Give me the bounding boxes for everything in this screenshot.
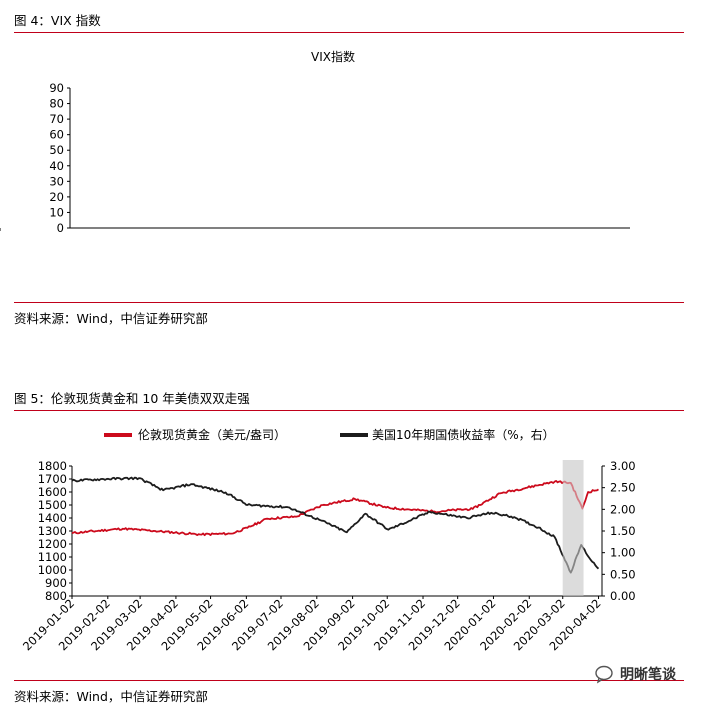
gold-right-tick-label: 2.00	[610, 502, 636, 516]
vix-y-tick-label: 0	[57, 221, 64, 235]
gold-left-tick-label: 1700	[38, 472, 67, 486]
wechat-bubble-icon	[595, 665, 613, 684]
gold-left-tick-label: 1000	[38, 563, 67, 577]
vix-axes	[0, 87, 630, 231]
gold-left-tick-label: 1800	[38, 459, 67, 473]
figure4-top-rule	[14, 32, 684, 33]
gold-right-y-tick-labels: 0.00 0.50 1.00 1.50 2.00 2.50 3.00	[610, 459, 636, 603]
shaded-region-overlay	[562, 460, 584, 596]
gold-right-tick-label: 0.00	[610, 589, 636, 603]
gold-right-tick-label: 2.50	[610, 481, 636, 495]
gold-right-tick-label: 3.00	[610, 459, 636, 473]
vix-y-tick-label: 90	[49, 81, 64, 95]
figure5-bottom-rule	[14, 680, 684, 681]
vix-chart-title: VIX指数	[311, 49, 355, 64]
vix-y-tick-label: 20	[49, 190, 64, 204]
gold-x-tick-labels: 2019-01-022019-02-022019-03-022019-04-02…	[20, 596, 604, 653]
gold-right-tick-label: 1.00	[610, 546, 636, 560]
gold-left-tick-label: 1600	[38, 485, 67, 499]
gold-axes	[69, 465, 605, 599]
vix-y-tick-label: 40	[49, 159, 64, 173]
watermark-text: 明晰笔谈	[620, 667, 676, 683]
gold-left-y-tick-labels: 8009001000110012001300140015001600170018…	[38, 459, 67, 603]
vix-y-tick-label: 80	[49, 97, 64, 111]
legend-gold-label: 伦敦现货黄金（美元/盎司）	[138, 427, 286, 442]
gold-treasury-chart: 伦敦现货黄金（美元/盎司） 美国10年期国债收益率（%，右） 8009001000…	[20, 427, 636, 653]
figure4-source: 资料来源：Wind，中信证券研究部	[14, 311, 208, 326]
gold-chart-legend: 伦敦现货黄金（美元/盎司） 美国10年期国债收益率（%，右）	[104, 427, 555, 442]
gold-left-tick-label: 1300	[38, 524, 67, 538]
figure5-label: 图 5：伦敦现货黄金和 10 年美债双双走强	[14, 391, 250, 406]
vix-y-tick-label: 30	[49, 174, 64, 188]
figure5-source: 资料来源：Wind，中信证券研究部	[14, 689, 208, 704]
gold-right-tick-label: 0.50	[610, 567, 636, 581]
gold-left-tick-label: 1500	[38, 498, 67, 512]
vix-y-tick-label: 10	[49, 205, 64, 219]
gold-left-tick-label: 1100	[38, 550, 67, 564]
legend-treasury-label: 美国10年期国债收益率（%，右）	[372, 427, 555, 442]
vix-y-tick-label: 50	[49, 143, 64, 157]
figure4-label: 图 4：VIX 指数	[14, 13, 101, 28]
figure5-top-rule	[14, 410, 684, 411]
watermark: 明晰笔谈	[594, 662, 676, 686]
gold-right-tick-label: 1.50	[610, 524, 636, 538]
vix-y-tick-label: 70	[49, 112, 64, 126]
figure4-bottom-rule	[14, 302, 684, 303]
gold-series-lines	[71, 460, 600, 596]
gold-left-tick-label: 1200	[38, 537, 67, 551]
gold-price-line	[71, 480, 599, 537]
vix-y-tick-label: 60	[49, 128, 64, 142]
gold-left-tick-label: 800	[45, 589, 67, 603]
treasury-yield-line	[71, 476, 600, 574]
gold-left-tick-label: 900	[45, 576, 67, 590]
gold-left-tick-label: 1400	[38, 511, 67, 525]
